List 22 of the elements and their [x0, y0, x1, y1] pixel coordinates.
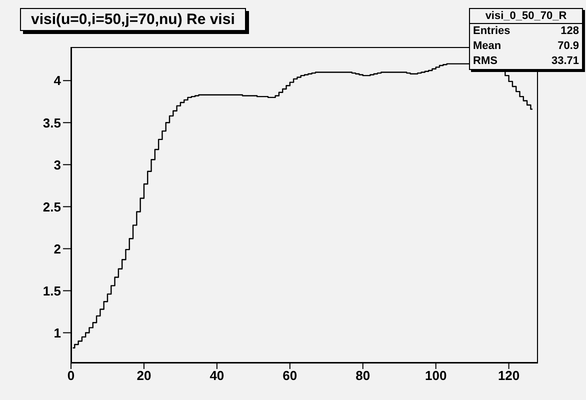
chart-title: visi(u=0,i=50,j=70,nu) Re visi — [20, 8, 246, 31]
text: 128 — [560, 24, 579, 39]
x-tick-label: 100 — [424, 368, 447, 384]
y-tick-label: 3 — [54, 157, 61, 172]
annotation: RMS — [473, 54, 498, 69]
text: 33.71 — [551, 54, 579, 69]
text: 70.9 — [558, 39, 579, 54]
annotation: Mean — [473, 39, 502, 54]
x-tick-label: 40 — [210, 368, 224, 384]
x-tick-label: 60 — [282, 368, 298, 384]
text: visi_0_50_70_R — [470, 9, 582, 24]
x-tick-label: 0 — [67, 368, 75, 384]
y-tick-label: 3.5 — [42, 115, 61, 130]
x-tick-label: 80 — [356, 368, 370, 384]
y-tick-label: 2.5 — [42, 199, 61, 214]
y-tick-label: 1.5 — [42, 283, 61, 298]
y-tick-label: 4 — [54, 73, 62, 88]
x-tick-label: 120 — [498, 368, 520, 384]
x-tick-label: 20 — [136, 368, 152, 384]
y-tick-label: 1 — [54, 325, 61, 340]
text: Entries — [473, 24, 510, 39]
y-tick-label: 2 — [54, 241, 61, 256]
